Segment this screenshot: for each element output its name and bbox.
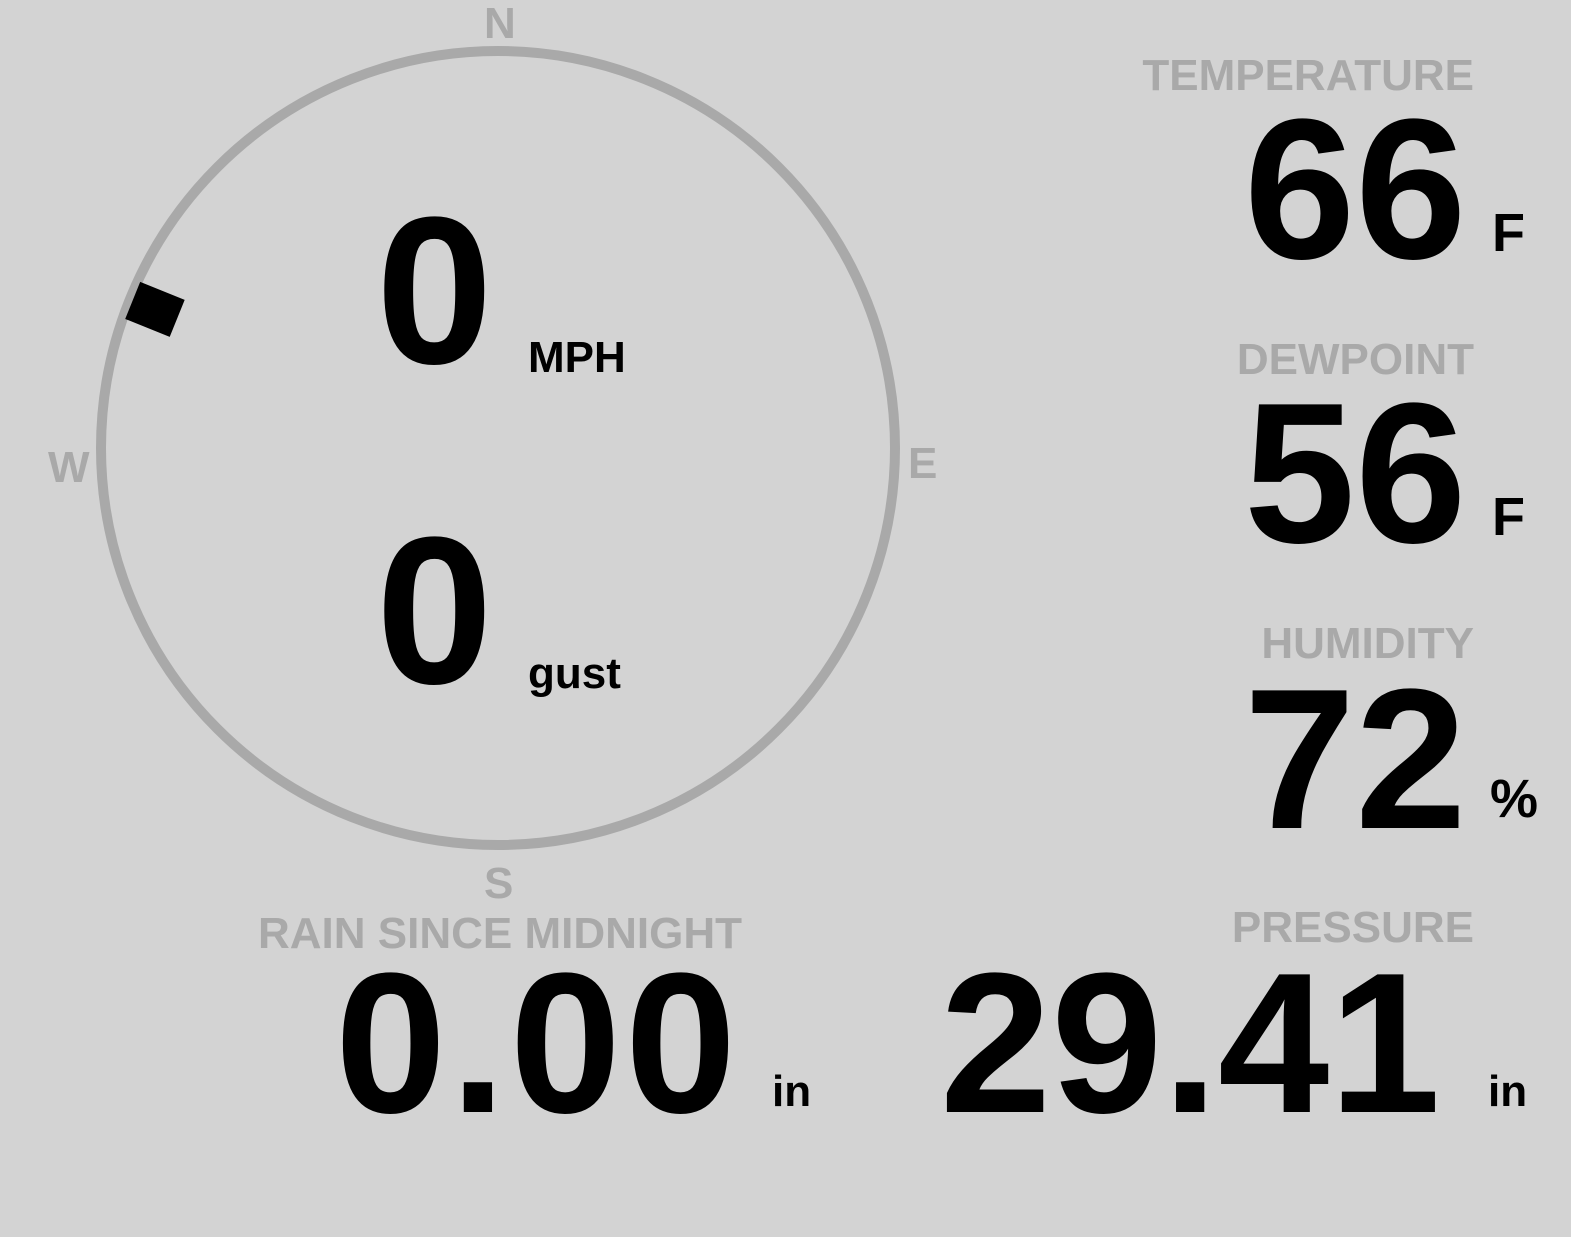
wind-direction-marker [125,281,185,337]
pressure-panel: PRESSURE [1232,906,1474,950]
dewpoint-value: 56 [1244,362,1467,585]
pressure-unit: in [1488,1067,1528,1116]
temperature-label: TEMPERATURE [1142,51,1474,100]
humidity-panel: HUMIDITY [1261,622,1474,666]
wind-speed-value: 0 [376,173,493,408]
temperature-panel: TEMPERATURE [1142,54,1474,98]
pressure-value: 29.41 [940,932,1441,1155]
compass-north-label: N [484,0,516,48]
rain-value: 0.00 [335,932,741,1155]
compass-south-label: S [484,859,514,908]
compass-dial [96,46,900,850]
compass-east-label: E [908,439,938,488]
dewpoint-panel: DEWPOINT [1237,338,1474,382]
compass-ring [96,46,900,850]
temperature-value: 66 [1244,78,1467,301]
humidity-unit: % [1490,769,1539,829]
rain-unit: in [772,1067,812,1116]
wind-gust-value: 0 [376,493,493,728]
wind-gust-label: gust [528,649,621,698]
humidity-value: 72 [1244,648,1467,871]
compass-west-label: W [48,443,90,492]
dewpoint-label: DEWPOINT [1236,335,1474,384]
pressure-label: PRESSURE [1231,903,1474,952]
humidity-label: HUMIDITY [1261,619,1474,668]
wind-speed-unit: MPH [528,333,626,382]
rain-label: RAIN SINCE MIDNIGHT [258,909,742,958]
temperature-unit: F [1492,203,1525,263]
dewpoint-unit: F [1492,487,1525,547]
